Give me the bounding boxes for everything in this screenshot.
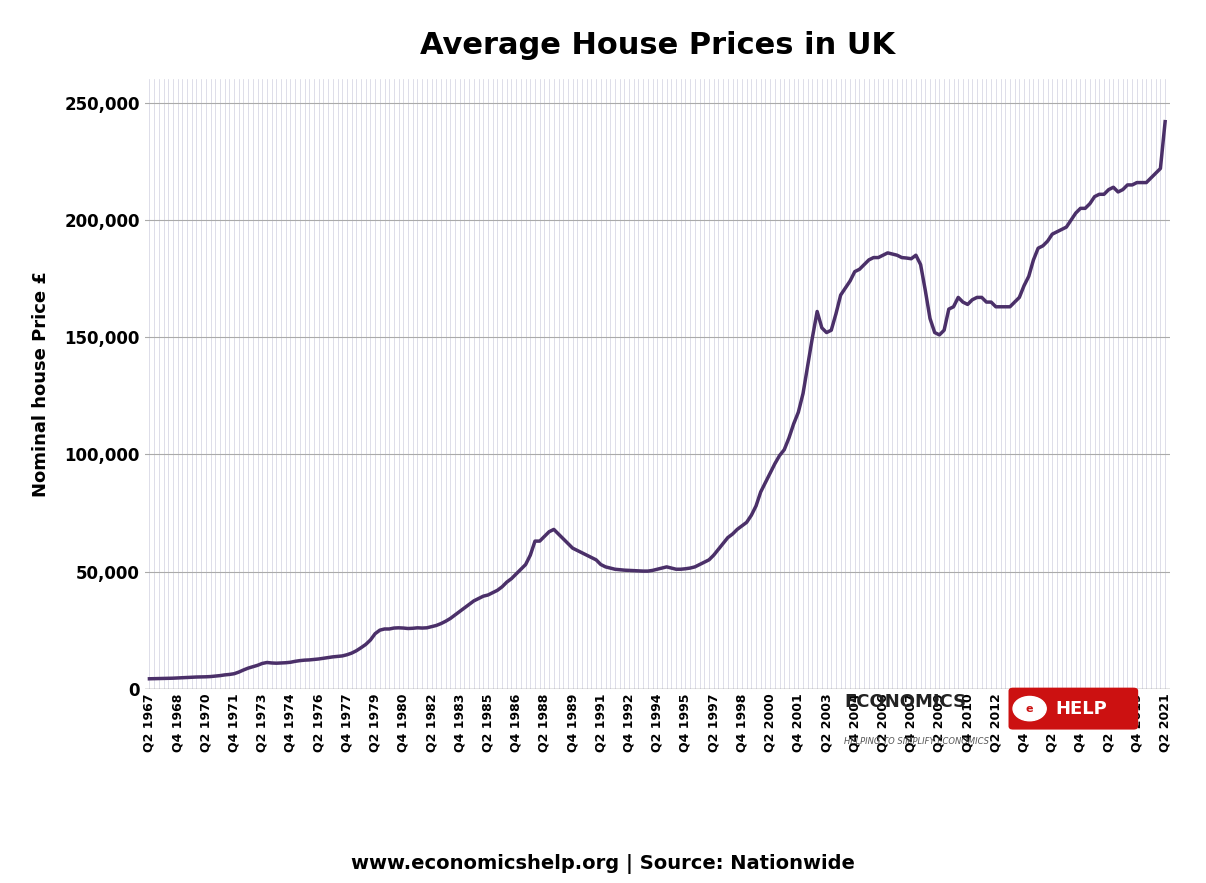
Circle shape [1013,697,1046,721]
Text: HELPING TO SIMPLIFY ECONOMICS: HELPING TO SIMPLIFY ECONOMICS [844,737,989,746]
Text: HELP: HELP [1055,699,1107,718]
Text: e: e [1026,704,1034,713]
FancyBboxPatch shape [1008,688,1138,729]
Title: Average House Prices in UK: Average House Prices in UK [420,32,895,60]
Y-axis label: Nominal house Price £: Nominal house Price £ [33,271,51,497]
Text: ECONOMICS: ECONOMICS [844,693,966,711]
Text: www.economicshelp.org | Source: Nationwide: www.economicshelp.org | Source: Nationwi… [351,854,855,874]
